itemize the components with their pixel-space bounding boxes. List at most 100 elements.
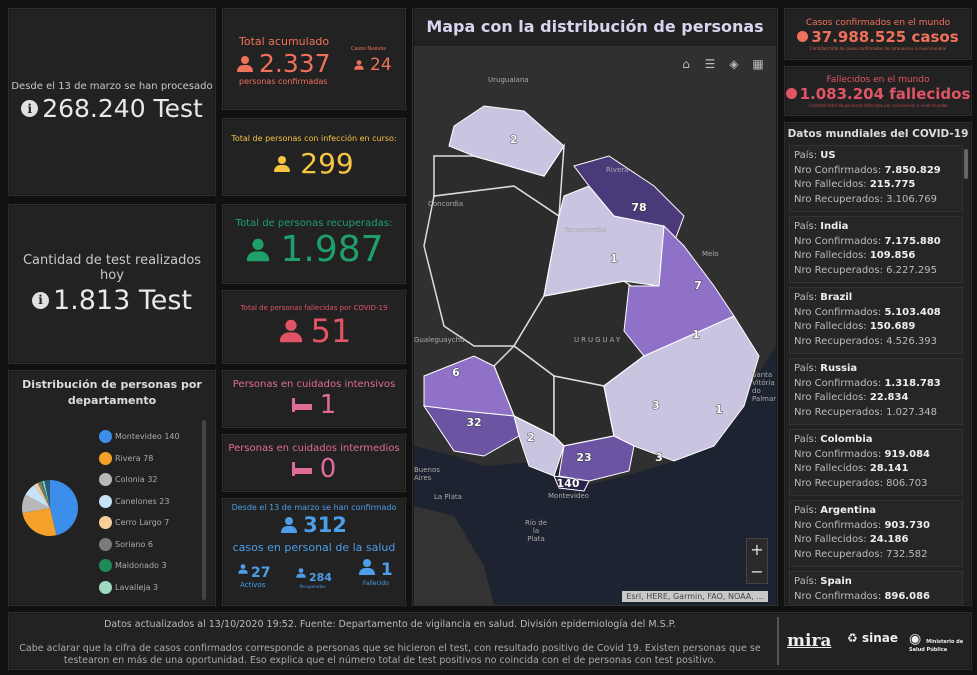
world-cases-value: 37.988.525 casos <box>811 27 959 46</box>
pie-slice[interactable] <box>40 481 50 508</box>
pie-slice[interactable] <box>50 480 78 536</box>
recovered-value: 1.987 <box>280 229 384 270</box>
legend-swatch <box>99 451 112 465</box>
legend-label: Soriano 6 <box>115 539 153 549</box>
confirmed-count-label: Nro Confirmados: <box>794 590 885 602</box>
recovered-count-label: Nro Recuperados: <box>794 406 887 418</box>
deaths-count: 150.689 <box>869 321 916 332</box>
map-svg[interactable]: 2 78 1 7 1 6 3 1 32 2 23 3 140 <box>414 46 776 605</box>
tests-today-label: Cantidad de test realizados hoy <box>22 252 202 283</box>
person-icon <box>237 55 253 72</box>
map-count-label: 3 <box>652 399 660 412</box>
map-dept-artigas[interactable] <box>448 105 565 177</box>
country-item[interactable]: País: Argentina Nro Confirmados: 903.730 N… <box>789 500 963 567</box>
pie-legend: Montevideo 140 Rivera 78 Colonia 32 Canelon… <box>99 426 204 601</box>
recovered-count: 4.526.393 <box>886 335 938 347</box>
legend-item[interactable]: Soriano 6 <box>99 534 204 556</box>
map-view[interactable]: 2 78 1 7 1 6 3 1 32 2 23 3 140 ⌂ ☰ ◈ ▦ Uruguaiana Ri… <box>414 46 776 605</box>
pie-slice[interactable] <box>42 480 50 508</box>
home-icon[interactable]: ⌂ <box>682 57 690 71</box>
legend-swatch <box>99 580 112 594</box>
pie-slice[interactable] <box>22 508 57 536</box>
info-icon[interactable]: i <box>31 291 49 309</box>
legend-item[interactable]: Maldonado 3 <box>99 555 204 577</box>
map-count-label: 23 <box>576 451 591 464</box>
health-deceased-label: Fallecido <box>362 580 389 587</box>
world-list-scrollbar[interactable] <box>964 149 968 179</box>
country-name-label: País: <box>794 363 821 374</box>
zoom-in-button[interactable]: + <box>750 540 764 559</box>
map-dept-canelones[interactable] <box>558 435 635 482</box>
map-count-label: 7 <box>694 279 702 292</box>
intensive-care-card: Personas en cuidados intensivos 1 <box>222 370 406 428</box>
world-data-list: Datos mundiales del COVID-19 País: US Nro… <box>784 122 972 606</box>
deaths-count-label: Nro Fallecidos: <box>794 463 870 474</box>
country-item[interactable]: País: Spain Nro Confirmados: 896.086 Nro F… <box>789 571 963 605</box>
legend-label: Montevideo 140 <box>115 432 180 442</box>
info-icon[interactable] <box>785 88 797 99</box>
country-name-label: País: <box>794 150 821 161</box>
legend-label: Colonia 32 <box>115 475 158 485</box>
legend-label: Lavalleja 3 <box>115 582 159 592</box>
city-label: Gualeguaychú <box>414 336 465 344</box>
total-accumulated-card: Total acumulado 2.337 personas confirmad… <box>222 8 406 110</box>
recovered-count-label: Nro Recuperados: <box>794 264 887 276</box>
pie-slice[interactable] <box>44 480 50 508</box>
country-item[interactable]: País: Russia Nro Confirmados: 1.318.783 Nr… <box>789 358 963 425</box>
intensive-care-value: 1 <box>319 389 337 420</box>
world-cases-card: Casos confirmados en el mundo 37.988.525… <box>784 8 972 60</box>
deaths-count-label: Nro Fallecidos: <box>794 534 870 545</box>
active-value: 299 <box>300 147 354 180</box>
world-deaths-value: 1.083.204 fallecidos <box>799 84 971 103</box>
pie-slice[interactable] <box>37 481 50 508</box>
layers-icon[interactable]: ◈ <box>729 57 739 71</box>
legend-icon[interactable]: ☰ <box>704 57 716 71</box>
basemap-gallery-icon[interactable]: ▦ <box>752 57 764 71</box>
world-list-title: Datos mundiales del COVID-19 <box>787 128 969 140</box>
map-count-label: 3 <box>655 451 663 464</box>
pie-slice[interactable] <box>22 494 50 513</box>
city-label: Tacuarembó <box>564 226 607 234</box>
confirmed-count-label: Nro Confirmados: <box>794 235 885 247</box>
country-name: India <box>820 221 849 232</box>
map-dept-cerro-largo[interactable] <box>623 224 735 357</box>
mira-logo: mira <box>787 631 832 651</box>
tests-total-label: Desde el 13 de marzo se han procesado <box>11 81 213 92</box>
tests-today-card: Cantidad de test realizados hoy i 1.813 … <box>8 204 216 364</box>
info-icon[interactable]: i <box>21 100 39 117</box>
deceased-card: Total de personas fallecidas por COVID-1… <box>222 290 406 364</box>
country-item[interactable]: País: Brazil Nro Confirmados: 5.103.408 Nr… <box>789 287 963 354</box>
legend-item[interactable]: Rivera 78 <box>99 448 204 470</box>
map-attribution[interactable]: Esri, HERE, Garmin, FAO, NOAA, ... <box>622 591 768 602</box>
active-infections-card: Total de personas con infección en curso… <box>222 118 406 196</box>
legend-item[interactable]: Canelones 23 <box>99 491 204 513</box>
map-dept-east[interactable] <box>603 315 760 462</box>
map-dept-montevideo[interactable] <box>553 475 590 492</box>
legend-label: Canelones 23 <box>115 496 170 506</box>
pie-slice[interactable] <box>34 482 50 508</box>
legend-item[interactable]: Colonia 32 <box>99 469 204 491</box>
map-dept-colonia[interactable] <box>422 405 520 457</box>
info-icon[interactable] <box>797 31 809 42</box>
country-item[interactable]: País: Colombia Nro Confirmados: 919.084 Nr… <box>789 429 963 496</box>
legend-item[interactable]: Montevideo 140 <box>99 426 204 448</box>
country-list[interactable]: País: US Nro Confirmados: 7.850.829 Nro Fa… <box>785 145 971 605</box>
recovered-count: 3.106.769 <box>886 193 938 205</box>
confirmed-count-label: Nro Confirmados: <box>794 448 885 460</box>
legend-item[interactable]: Cerro Largo 7 <box>99 512 204 534</box>
legend-swatch <box>99 559 112 573</box>
legend-item[interactable]: Lavalleja 3 <box>99 577 204 599</box>
department-pie-chart[interactable] <box>20 478 80 538</box>
deaths-count: 28.141 <box>869 463 909 474</box>
recovered-label: Total de personas recuperadas: <box>235 218 393 229</box>
legend-scrollbar[interactable] <box>202 420 206 600</box>
zoom-out-button[interactable]: − <box>750 562 764 581</box>
deaths-count: 215.775 <box>869 179 916 190</box>
confirmed-count: 7.175.880 <box>884 235 941 247</box>
person-icon <box>359 559 375 575</box>
confirmed-count: 919.084 <box>884 448 930 460</box>
health-workers-sub: casos en personal de la salud <box>232 541 396 554</box>
pie-slice[interactable] <box>25 484 50 508</box>
country-item[interactable]: País: US Nro Confirmados: 7.850.829 Nro Fa… <box>789 145 963 212</box>
country-item[interactable]: País: India Nro Confirmados: 7.175.880 Nro… <box>789 216 963 283</box>
